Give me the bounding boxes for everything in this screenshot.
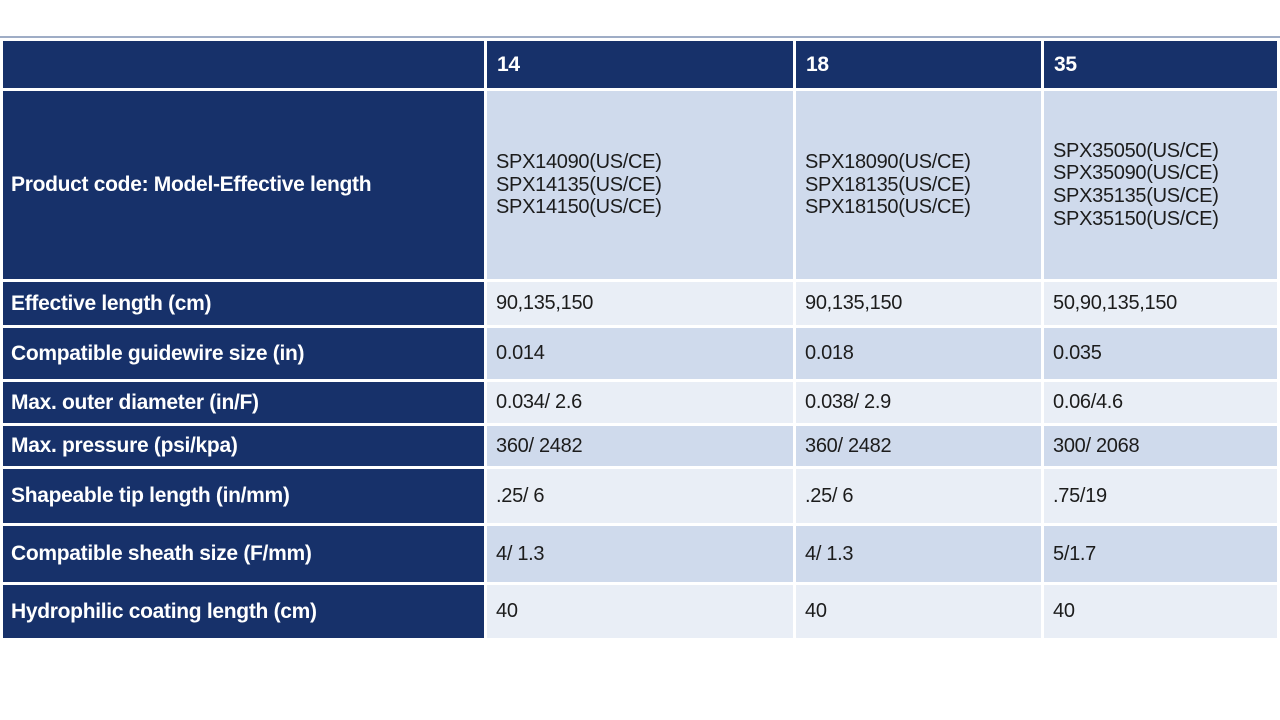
cell-max-pressure-35: 300/ 2068: [1044, 426, 1277, 466]
cell-product-code-14: SPX14090(US/CE) SPX14135(US/CE) SPX14150…: [487, 91, 793, 279]
cell-outer-diameter-18: 0.038/ 2.9: [796, 382, 1041, 423]
table-row-tip-length: Shapeable tip length (in/mm) .25/ 6 .25/…: [3, 469, 1277, 523]
cell-max-pressure-14: 360/ 2482: [487, 426, 793, 466]
cell-coating-length-18: 40: [796, 585, 1041, 638]
cell-effective-length-14: 90,135,150: [487, 282, 793, 325]
cell-effective-length-18: 90,135,150: [796, 282, 1041, 325]
cell-guidewire-size-14: 0.014: [487, 328, 793, 379]
row-label-effective-length: Effective length (cm): [3, 282, 484, 325]
cell-sheath-size-35: 5/1.7: [1044, 526, 1277, 582]
table-row-sheath-size: Compatible sheath size (F/mm) 4/ 1.3 4/ …: [3, 526, 1277, 582]
row-label-max-pressure: Max. pressure (psi/kpa): [3, 426, 484, 466]
row-label-guidewire-size: Compatible guidewire size (in): [3, 328, 484, 379]
row-label-sheath-size: Compatible sheath size (F/mm): [3, 526, 484, 582]
table-row-product-code: Product code: Model-Effective length SPX…: [3, 91, 1277, 279]
cell-max-pressure-18: 360/ 2482: [796, 426, 1041, 466]
table-row-guidewire-size: Compatible guidewire size (in) 0.014 0.0…: [3, 328, 1277, 379]
column-header-35: 35: [1044, 41, 1277, 88]
column-header-18: 18: [796, 41, 1041, 88]
table-row-effective-length: Effective length (cm) 90,135,150 90,135,…: [3, 282, 1277, 325]
table-row-max-pressure: Max. pressure (psi/kpa) 360/ 2482 360/ 2…: [3, 426, 1277, 466]
table-row-coating-length: Hydrophilic coating length (cm) 40 40 40: [3, 585, 1277, 638]
cell-coating-length-35: 40: [1044, 585, 1277, 638]
cell-outer-diameter-14: 0.034/ 2.6: [487, 382, 793, 423]
row-label-outer-diameter: Max. outer diameter (in/F): [3, 382, 484, 423]
row-label-coating-length: Hydrophilic coating length (cm): [3, 585, 484, 638]
cell-coating-length-14: 40: [487, 585, 793, 638]
cell-guidewire-size-18: 0.018: [796, 328, 1041, 379]
table-header-row: 14 18 35: [3, 41, 1277, 88]
cell-outer-diameter-35: 0.06/4.6: [1044, 382, 1277, 423]
product-spec-table: 14 18 35 Product code: Model-Effective l…: [0, 36, 1280, 641]
cell-product-code-18: SPX18090(US/CE) SPX18135(US/CE) SPX18150…: [796, 91, 1041, 279]
cell-guidewire-size-35: 0.035: [1044, 328, 1277, 379]
table-row-outer-diameter: Max. outer diameter (in/F) 0.034/ 2.6 0.…: [3, 382, 1277, 423]
cell-tip-length-18: .25/ 6: [796, 469, 1041, 523]
header-empty-cell: [3, 41, 484, 88]
row-label-product-code: Product code: Model-Effective length: [3, 91, 484, 279]
cell-sheath-size-14: 4/ 1.3: [487, 526, 793, 582]
cell-effective-length-35: 50,90,135,150: [1044, 282, 1277, 325]
cell-sheath-size-18: 4/ 1.3: [796, 526, 1041, 582]
column-header-14: 14: [487, 41, 793, 88]
cell-tip-length-14: .25/ 6: [487, 469, 793, 523]
cell-tip-length-35: .75/19: [1044, 469, 1277, 523]
cell-product-code-35: SPX35050(US/CE) SPX35090(US/CE) SPX35135…: [1044, 91, 1277, 279]
row-label-tip-length: Shapeable tip length (in/mm): [3, 469, 484, 523]
